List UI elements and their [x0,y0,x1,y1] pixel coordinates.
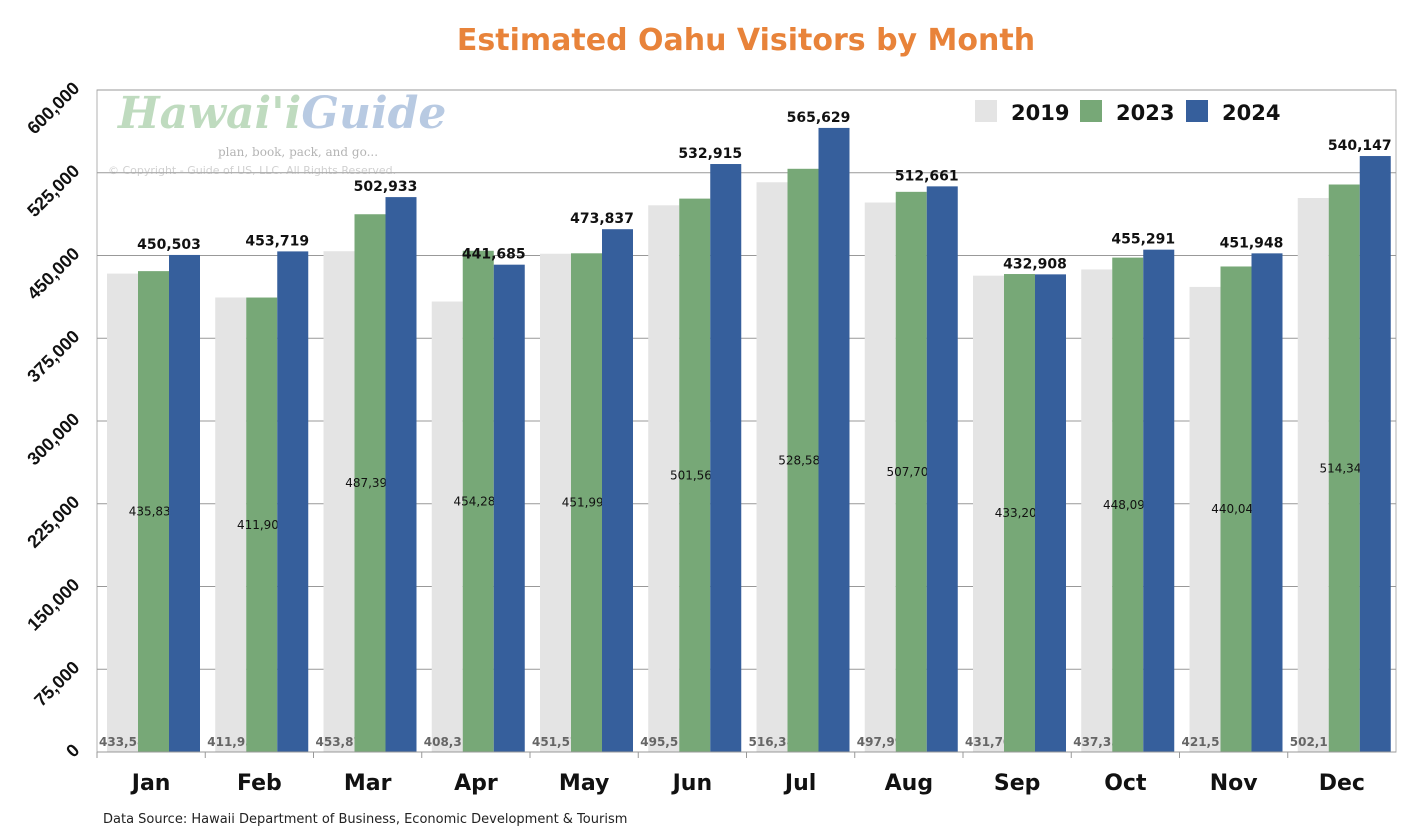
bar-2019-jan [107,273,138,752]
bar-2019-feb [215,297,247,752]
bar-2023-may [571,253,602,752]
data-source: Data Source: Hawaii Department of Busine… [103,812,627,827]
x-tick-label: Nov [1210,771,1259,796]
data-label-2024: 502,933 [354,179,418,195]
bar-2019-dec [1297,198,1329,752]
bar-2023-nov [1220,266,1252,752]
y-tick-label: 150,000 [23,574,83,634]
bar-2019-jul [756,182,788,753]
x-tick-label: Jun [671,771,713,796]
x-tick-label: Jul [783,771,816,796]
x-tick-label: May [559,771,609,796]
data-label-2023: 448,096 [1103,498,1153,512]
bar-2023-apr [462,250,494,752]
bar-2024-mar [385,197,417,752]
bar-2019-aug [864,202,896,752]
bar-2023-jun [679,198,711,752]
watermark-logo: Hawai'iGuide [116,88,446,139]
bar-2024-nov [1251,253,1283,752]
x-tick-label: Oct [1104,771,1147,796]
y-tick-label: 0 [62,740,83,761]
bar-2024-feb [277,251,309,752]
bar-2023-sep [1004,274,1035,752]
bar-2024-sep [1035,274,1066,752]
legend-swatch-2023 [1080,100,1102,122]
bar-2019-nov [1189,286,1221,752]
watermark-copyright: © Copyright - Guide of US, LLC. All Righ… [108,164,396,177]
x-tick-label: Aug [885,771,933,796]
bar-2019-may [540,253,571,752]
data-label-2024: 565,629 [787,110,851,126]
bar-2019-jun [648,205,680,752]
data-label-2023: 454,287 [453,494,503,508]
watermark-tagline: plan, book, pack, and go... [218,145,378,159]
watermark: Hawai'iGuide plan, book, pack, and go...… [108,88,446,177]
data-label-2024: 451,948 [1220,235,1284,251]
data-label-2023: 411,903 [237,518,287,532]
data-label-2023: 433,209 [995,506,1045,520]
data-label-2024: 473,837 [570,211,634,227]
y-tick-label: 600,000 [23,78,83,138]
x-tick-label: Feb [237,771,282,796]
y-tick-label: 525,000 [23,161,83,221]
data-label-2023: 501,562 [670,468,720,482]
data-label-2024: 450,503 [137,237,201,253]
chart-title: Estimated Oahu Visitors by Month [457,23,1035,58]
data-label-2023: 487,393 [345,476,395,490]
bar-2023-aug [895,191,927,753]
bar-2024-jan [169,254,200,753]
data-label-2023: 435,833 [129,505,179,519]
bar-2023-mar [354,214,386,753]
bar-2024-oct [1143,249,1175,752]
data-label-2024: 532,915 [678,146,742,162]
x-tick-label: Dec [1319,771,1365,796]
bar-2023-jan [138,271,169,752]
data-label-2024: 540,147 [1328,138,1392,154]
bar-2024-dec [1359,156,1391,752]
data-label-2023: 451,991 [562,496,612,510]
bar-2023-jul [787,168,819,752]
data-label-2024: 512,661 [895,168,959,184]
y-tick-label: 375,000 [23,326,83,386]
bar-2024-aug [926,186,958,753]
data-label-2023: 440,049 [1211,502,1261,516]
data-label-2024: 455,291 [1111,232,1175,248]
bar-2023-oct [1112,257,1144,752]
data-label-2024: 441,685 [462,247,526,263]
bar-2024-may [602,229,633,753]
legend-label-2024: 2024 [1222,101,1280,125]
data-label-2023: 528,585 [778,453,828,467]
bar-2024-jul [818,127,850,752]
bar-2023-dec [1328,184,1360,753]
data-label-2023: 514,345 [1319,461,1369,475]
bars: 433,584435,833450,503411,954411,903453,7… [99,110,1392,753]
legend: 2019 2023 2024 [975,100,1280,125]
x-tick-label: Jan [130,771,171,796]
data-label-2024: 432,908 [1003,256,1067,272]
bar-2019-apr [431,301,463,752]
bar-2023-feb [246,297,278,752]
legend-swatch-2019 [975,100,997,122]
x-tick-label: Mar [344,771,392,796]
legend-label-2023: 2023 [1116,101,1174,125]
legend-swatch-2024 [1186,100,1208,122]
y-tick-label: 300,000 [23,409,83,469]
y-tick-label: 225,000 [23,492,83,552]
data-label-2023: 507,702 [886,465,936,479]
x-tick-label: Apr [454,771,498,796]
bar-2024-apr [493,264,525,752]
y-tick-label: 75,000 [30,657,83,710]
bar-2019-oct [1081,269,1113,752]
legend-label-2019: 2019 [1011,101,1069,125]
x-tick-label: Sep [994,771,1041,796]
bar-2019-sep [973,275,1004,752]
bar-2019-mar [323,251,355,752]
bar-2024-jun [710,164,742,753]
y-tick-label: 450,000 [23,243,83,303]
data-label-2024: 453,719 [245,233,309,249]
